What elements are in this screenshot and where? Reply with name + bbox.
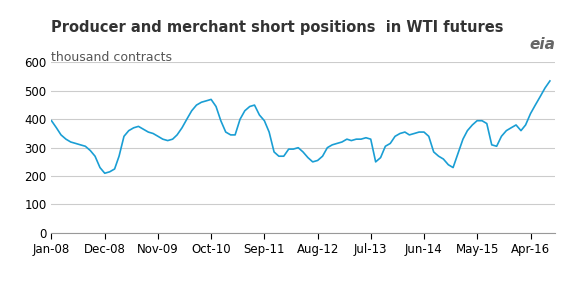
Text: Producer and merchant short positions  in WTI futures: Producer and merchant short positions in… xyxy=(51,20,504,35)
Text: eia: eia xyxy=(529,37,555,52)
Text: thousand contracts: thousand contracts xyxy=(51,51,173,64)
